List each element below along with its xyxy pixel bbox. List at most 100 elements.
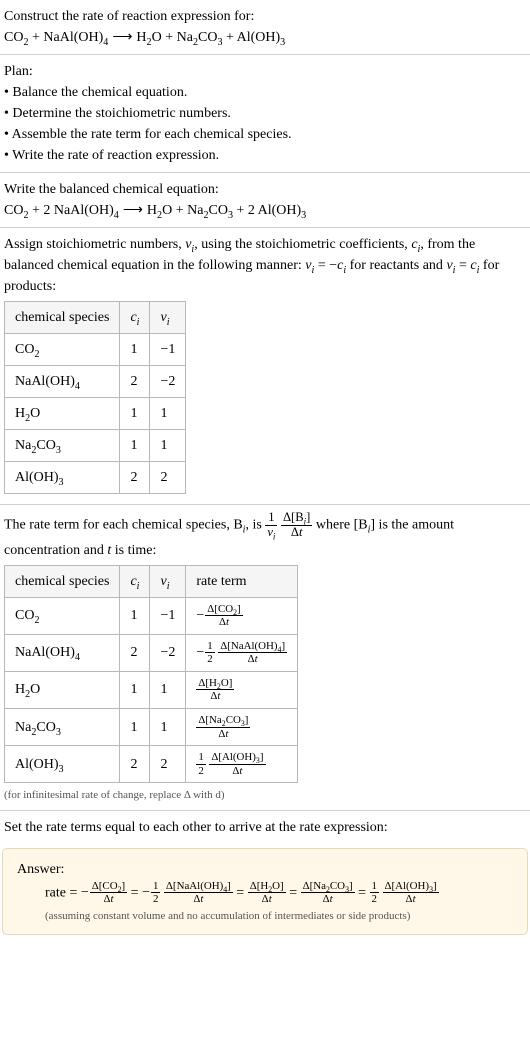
coef-frac: 12 [196, 751, 205, 777]
cell-rate: 12 Δ[Al(OH)3]Δt [186, 746, 298, 783]
den: Δt [281, 526, 312, 540]
cell-nu: 1 [150, 708, 186, 745]
product-2: Na [177, 30, 193, 45]
answer-note: (assuming constant volume and no accumul… [17, 908, 513, 925]
plan-item: • Write the rate of reaction expression. [4, 145, 526, 166]
delta-frac: Δ[CO2]Δt [205, 603, 242, 629]
coef-frac: 12 [151, 880, 160, 906]
eq: = [455, 258, 470, 273]
plus: + [172, 203, 187, 218]
cell-c: 1 [120, 671, 150, 708]
table-row: Al(OH)322 [5, 462, 186, 494]
product-2b: CO [208, 203, 227, 218]
cell-rate: −12 Δ[NaAl(OH)4]Δt [186, 634, 298, 671]
final-heading: Set the rate terms equal to each other t… [4, 817, 526, 838]
th-species: chemical species [5, 565, 120, 597]
dbi: Δ[B [283, 510, 304, 524]
delta-frac: Δ[NaAl(OH)4]Δt [218, 640, 287, 666]
table-row: H2O11Δ[H2O]Δt [5, 671, 298, 708]
coef: 2 [43, 203, 54, 218]
plus: + [222, 30, 236, 45]
equals: = [355, 885, 370, 900]
table-header-row: chemical species ci νi rate term [5, 565, 298, 597]
product-1b: O [152, 30, 162, 45]
table-row: Na2CO311Δ[Na2CO3]Δt [5, 708, 298, 745]
cell-c: 2 [120, 634, 150, 671]
final-section: Set the rate terms equal to each other t… [0, 811, 530, 844]
text: Assign stoichiometric numbers, [4, 237, 185, 252]
text: The rate term for each chemical species,… [4, 518, 243, 533]
th-c: ci [120, 565, 150, 597]
rate-term-section: The rate term for each chemical species,… [0, 505, 530, 811]
text: where [B [316, 518, 368, 533]
unbalanced-equation: CO2 + NaAl(OH)4 ⟶ H2O + Na2CO3 + Al(OH)3 [4, 27, 526, 48]
product-3: Al(OH) [258, 203, 302, 218]
sub-i: i [137, 580, 140, 591]
plus: + [29, 30, 44, 45]
cell-species: CO2 [5, 597, 120, 634]
cell-c: 1 [120, 597, 150, 634]
sub: 4 [103, 37, 108, 48]
cell-species: H2O [5, 671, 120, 708]
reactant-2: NaAl(OH) [43, 30, 103, 45]
balanced-equation: CO2 + 2 NaAl(OH)4 ⟶ H2O + Na2CO3 + 2 Al(… [4, 200, 526, 221]
infinitesimal-note: (for infinitesimal rate of change, repla… [4, 787, 526, 804]
rate-label: rate = [45, 885, 81, 900]
answer-label: Answer: [17, 859, 513, 880]
product-3: Al(OH) [237, 30, 281, 45]
delta-frac: Δ[Al(OH)3]Δt [383, 880, 439, 906]
cell-nu: 2 [150, 746, 186, 783]
table-header-row: chemical species ci νi [5, 302, 186, 334]
sub: 4 [114, 210, 119, 221]
equals: = [286, 885, 301, 900]
cell-nu: −1 [150, 597, 186, 634]
plan-section: Plan: • Balance the chemical equation. •… [0, 55, 530, 173]
table-row: Al(OH)32212 Δ[Al(OH)3]Δt [5, 746, 298, 783]
plan-item-text: Assemble the rate term for each chemical… [12, 127, 292, 142]
cell-species: NaAl(OH)4 [5, 366, 120, 398]
cell-nu: −2 [150, 634, 186, 671]
eq: = − [314, 258, 337, 273]
text: for reactants and [346, 258, 446, 273]
sub: 3 [280, 37, 285, 48]
delta-t: Δt [291, 525, 303, 539]
den: νi [265, 526, 277, 540]
plus: + [233, 203, 248, 218]
sub-i: i [167, 317, 170, 328]
cell-species: NaAl(OH)4 [5, 634, 120, 671]
delta-frac: Δ[Na2CO3]Δt [301, 880, 355, 906]
cell-species: Na2CO3 [5, 708, 120, 745]
cell-rate: Δ[H2O]Δt [186, 671, 298, 708]
cell-c: 2 [120, 746, 150, 783]
plan-heading: Plan: [4, 61, 526, 82]
problem-section: Construct the rate of reaction expressio… [0, 0, 530, 55]
cell-c: 2 [120, 366, 150, 398]
cell-c: 1 [120, 334, 150, 366]
coef-frac: 12 [370, 880, 379, 906]
delta-frac: Δ[H2O]Δt [196, 677, 234, 703]
cell-c: 2 [120, 462, 150, 494]
bracket: ] [306, 510, 310, 524]
cell-nu: 1 [150, 430, 186, 462]
table-row: H2O11 [5, 398, 186, 430]
delta-frac: Δ[NaAl(OH)4]Δt [164, 880, 233, 906]
answer-box: Answer: rate = −Δ[CO2]Δt = −12 Δ[NaAl(OH… [2, 848, 528, 936]
th-rate: rate term [186, 565, 298, 597]
balanced-heading: Write the balanced chemical equation: [4, 179, 526, 200]
text: , is [245, 518, 265, 533]
th-species: chemical species [5, 302, 120, 334]
problem-title: Construct the rate of reaction expressio… [4, 6, 526, 27]
cell-species: CO2 [5, 334, 120, 366]
answer-equation: rate = −Δ[CO2]Δt = −12 Δ[NaAl(OH)4]Δt = … [17, 880, 513, 906]
plan-item-text: Balance the chemical equation. [12, 85, 187, 100]
stoich-table: chemical species ci νi CO21−1NaAl(OH)42−… [4, 301, 186, 494]
cell-c: 1 [120, 708, 150, 745]
one-over-nu-frac: 1νi [265, 511, 277, 540]
cell-nu: 1 [150, 398, 186, 430]
product-1: H [147, 203, 157, 218]
sub: 3 [301, 210, 306, 221]
plan-item: • Balance the chemical equation. [4, 82, 526, 103]
th-c: ci [120, 302, 150, 334]
cell-species: Al(OH)3 [5, 746, 120, 783]
reactant-2: NaAl(OH) [54, 203, 114, 218]
